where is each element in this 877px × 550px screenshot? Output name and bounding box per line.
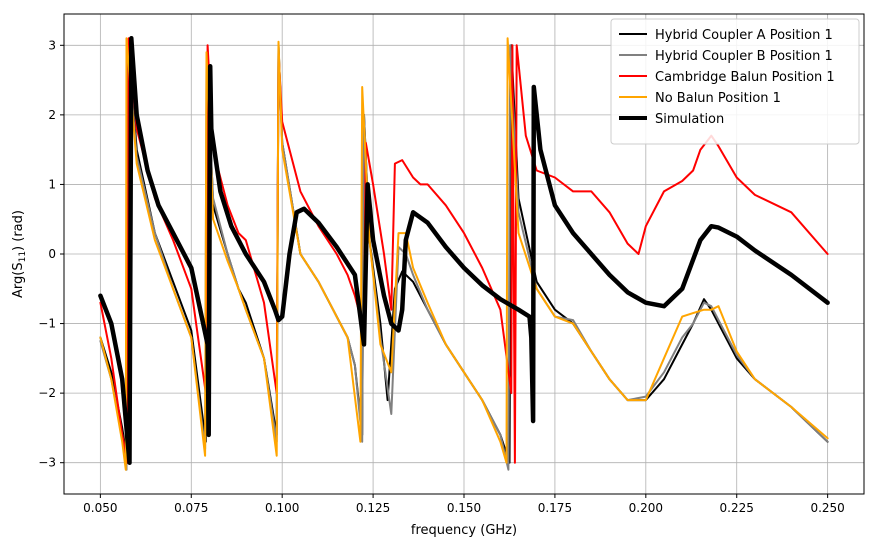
x-tick-label: 0.050 (83, 501, 117, 515)
legend-label: Hybrid Coupler B Position 1 (655, 49, 833, 64)
x-tick-label: 0.225 (720, 501, 754, 515)
y-tick-label: 0 (48, 247, 56, 261)
x-axis: 0.050 0.075 0.100 0.125 0.150 0.175 0.200 0.225… (83, 494, 845, 515)
y-tick-label: −1 (38, 317, 56, 331)
legend-label: Cambridge Balun Position 1 (655, 70, 835, 85)
legend-box (610, 18, 860, 145)
series-line-3 (99, 37, 829, 464)
y-tick-label: 2 (48, 108, 56, 122)
y-tick-label: −3 (38, 456, 56, 470)
x-tick-label: 0.075 (174, 501, 208, 515)
y-axis-label-main: Arg(S (11, 262, 26, 298)
y-axis-label-tail: ) (rad) (11, 210, 26, 251)
y-tick-label: −2 (38, 386, 56, 400)
y-axis: −3 −2 −1 0 1 2 3 (38, 38, 64, 470)
legend-label: No Balun Position 1 (655, 91, 781, 106)
y-axis-label: Arg(S11) (rad) (11, 210, 28, 298)
series-layer (98, 36, 830, 471)
legend: Hybrid Coupler A Position 1 Hybrid Couple… (610, 18, 860, 145)
y-tick-label: 1 (48, 177, 56, 191)
series-line-5 (98, 36, 830, 465)
legend-label: Hybrid Coupler A Position 1 (655, 28, 833, 43)
x-tick-label: 0.250 (810, 501, 844, 515)
x-tick-label: 0.175 (538, 501, 572, 515)
x-tick-label: 0.100 (265, 501, 299, 515)
x-tick-label: 0.200 (629, 501, 663, 515)
legend-label: Simulation (655, 112, 724, 127)
series-line-4 (99, 37, 829, 471)
x-axis-label: frequency (GHz) (411, 523, 517, 538)
x-tick-label: 0.125 (356, 501, 390, 515)
y-tick-label: 3 (48, 38, 56, 52)
y-axis-label-sub: 11 (18, 251, 28, 262)
x-tick-label: 0.150 (447, 501, 481, 515)
